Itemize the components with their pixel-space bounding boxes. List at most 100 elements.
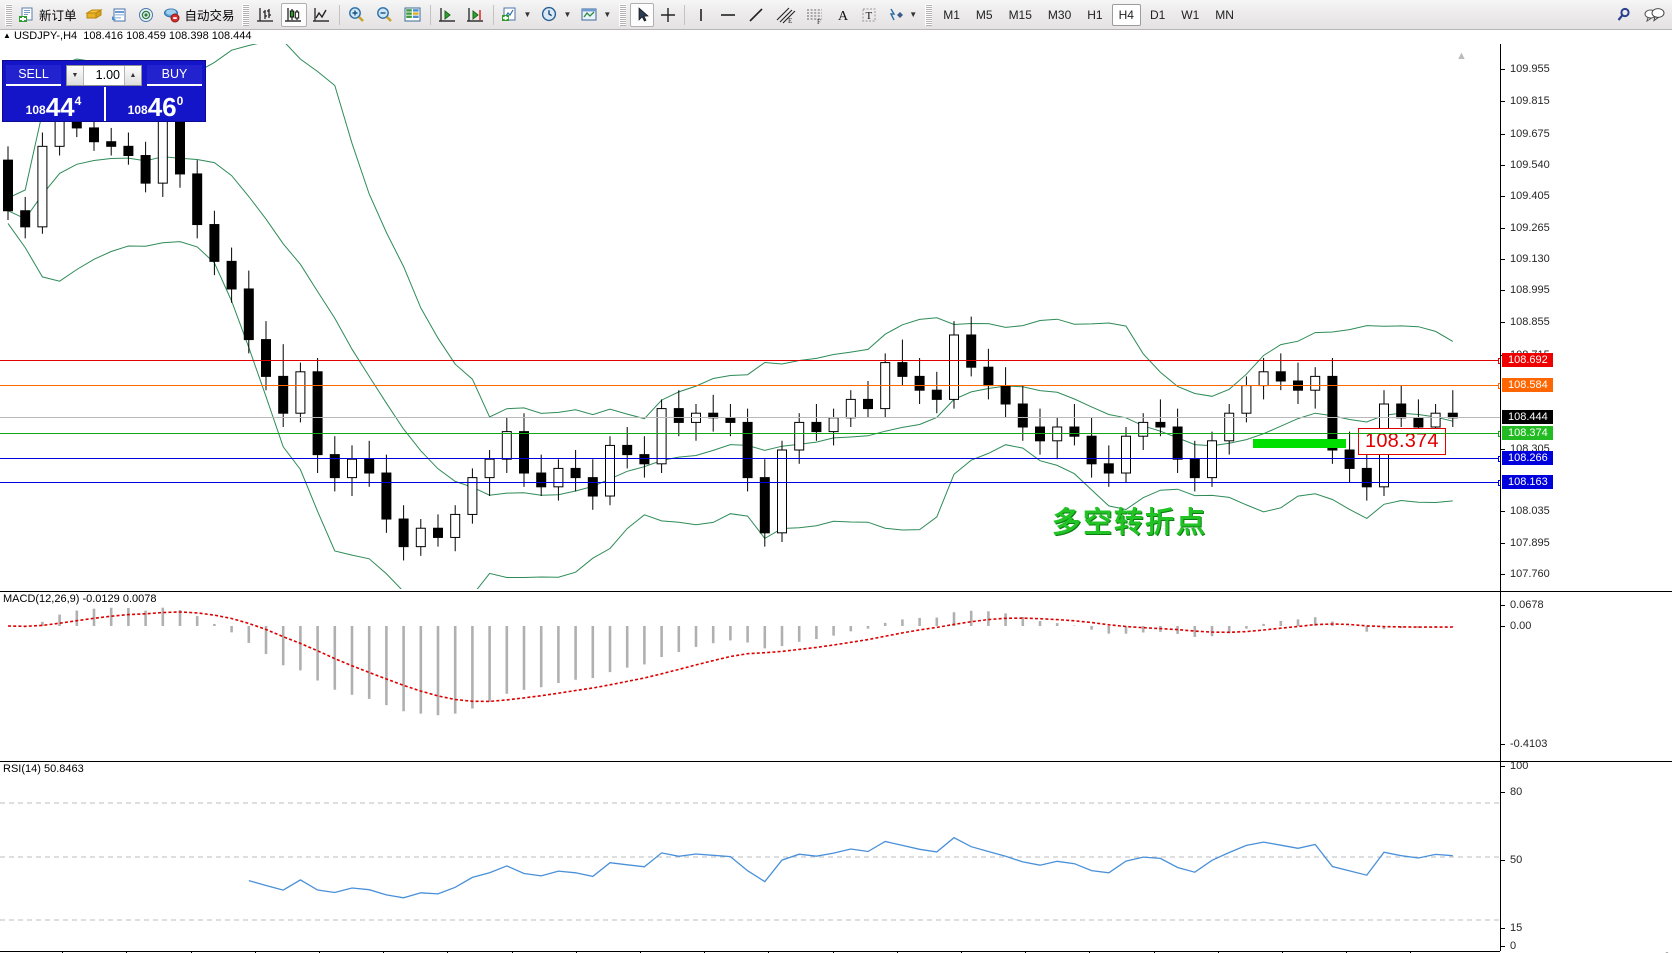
- bar-chart-button[interactable]: [253, 3, 279, 27]
- timeframe-h1[interactable]: H1: [1087, 7, 1103, 22]
- auto-trading-label: 自动交易: [184, 9, 235, 23]
- navigator-button[interactable]: [134, 3, 158, 27]
- candle-body: [37, 145, 48, 228]
- price-chip-108.374[interactable]: 108.374: [1502, 425, 1553, 440]
- price-chip-108.584[interactable]: 108.584: [1502, 377, 1553, 392]
- indicators-button[interactable]: ▼: [498, 3, 536, 27]
- equidistant-channel-button[interactable]: E: [771, 3, 799, 27]
- volume-value[interactable]: 1.00: [84, 65, 124, 85]
- periods-caret-icon[interactable]: ▼: [563, 10, 572, 19]
- timeframe-m15[interactable]: M15: [1008, 7, 1032, 22]
- fibonacci-icon: F: [807, 9, 823, 24]
- zoom-in-button[interactable]: [344, 3, 370, 27]
- price-chip-108.266[interactable]: 108.266: [1502, 450, 1553, 465]
- auto-trading-button[interactable]: 自动交易: [160, 3, 238, 27]
- volume-stepper[interactable]: ▼ 1.00 ▲: [66, 64, 142, 86]
- ask-quote[interactable]: 108 46 0: [104, 87, 205, 121]
- level-line-108.374[interactable]: [0, 430, 1504, 437]
- timeframe-h4[interactable]: H4: [1111, 3, 1141, 26]
- timeframe-m5[interactable]: M5: [975, 7, 993, 22]
- timeframe-d1[interactable]: D1: [1149, 7, 1166, 22]
- templates-caret-icon[interactable]: ▼: [603, 10, 612, 19]
- level-line-108.444[interactable]: [0, 416, 1500, 418]
- timeframe-mn[interactable]: MN: [1215, 7, 1234, 22]
- toolbar-separator-4: [684, 4, 686, 25]
- price-pane[interactable]: 108.374 多空转折点 SELL ▼ 1.00 ▲ BUY 108: [0, 44, 1504, 589]
- timeframe-w1[interactable]: W1: [1181, 7, 1200, 22]
- buy-button[interactable]: BUY: [147, 64, 202, 86]
- bid-price-point: 4: [74, 94, 82, 108]
- candle-body: [1224, 412, 1235, 442]
- candle-body: [347, 458, 357, 479]
- price-scale[interactable]: 109.955 109.815 109.675 109.540 109.405 109.2…: [1500, 44, 1672, 952]
- level-line-108.163[interactable]: [0, 479, 1504, 486]
- shapes-button[interactable]: ▼: [883, 3, 921, 27]
- indicators-caret-icon[interactable]: ▼: [523, 10, 532, 19]
- scale-divider-rsi: [1501, 761, 1672, 762]
- vertical-line-button[interactable]: [689, 3, 713, 27]
- candle-body: [1189, 458, 1200, 479]
- open-position-band[interactable]: [1253, 439, 1346, 448]
- new-order-label: 新订单: [39, 9, 77, 23]
- tile-windows-button[interactable]: [400, 3, 426, 27]
- candle-body: [1258, 371, 1269, 387]
- zoom-out-button[interactable]: [372, 3, 398, 27]
- cursor-tool-button[interactable]: [630, 2, 655, 27]
- toolbar-grip-2[interactable]: [241, 3, 249, 26]
- timeframe-m1[interactable]: M1: [943, 7, 960, 22]
- candle-body: [725, 417, 736, 423]
- price-chip-108.692[interactable]: 108.692: [1502, 352, 1553, 367]
- candle-body: [1155, 421, 1166, 428]
- search-button[interactable]: [1611, 3, 1637, 27]
- toolbar-grip-4[interactable]: [925, 3, 933, 26]
- profile-button[interactable]: [82, 3, 106, 27]
- templates-button[interactable]: ▼: [577, 3, 615, 27]
- chart-collapse-icon[interactable]: ▲: [3, 31, 11, 40]
- candle-body: [123, 145, 134, 157]
- bid-quote[interactable]: 108 44 4: [3, 87, 104, 121]
- text-tool-button[interactable]: A: [831, 3, 855, 27]
- candle-body: [226, 260, 237, 290]
- chat-icon: [1644, 7, 1665, 22]
- auto-scroll-button[interactable]: [435, 3, 461, 27]
- trade-panel-quotes: 108 44 4 108 46 0: [3, 87, 205, 121]
- price-callout-box[interactable]: 108.374: [1358, 428, 1446, 455]
- level-line-108.692[interactable]: [0, 357, 1504, 364]
- svg-text:E: E: [788, 17, 792, 24]
- fibonacci-button[interactable]: F: [801, 3, 829, 27]
- rsi-pane[interactable]: RSI(14) 50.8463: [0, 761, 1500, 951]
- price-chip-108.444[interactable]: 108.444: [1502, 409, 1553, 424]
- chat-button[interactable]: [1639, 3, 1669, 27]
- line-chart-button[interactable]: [309, 3, 335, 27]
- tile-windows-icon: [404, 7, 421, 21]
- candle-body: [1413, 417, 1424, 428]
- one-click-trade-panel[interactable]: SELL ▼ 1.00 ▲ BUY 108 44 4 108: [2, 60, 206, 122]
- price-chip-108.163[interactable]: 108.163: [1502, 474, 1553, 489]
- trendline-button[interactable]: [743, 3, 769, 27]
- crosshair-tool-button[interactable]: [656, 3, 680, 27]
- toolbar-grip-3[interactable]: [619, 3, 627, 26]
- periods-button[interactable]: ▼: [537, 3, 575, 27]
- volume-decrease-icon[interactable]: ▼: [67, 65, 84, 85]
- chart-annotation-text[interactable]: 多空转折点: [1052, 507, 1208, 539]
- chart-shift-button[interactable]: [463, 3, 489, 27]
- text-label-button[interactable]: T: [857, 3, 881, 27]
- timeframe-m30[interactable]: M30: [1047, 7, 1072, 22]
- candle-body: [1275, 371, 1286, 382]
- chart-canvas-root[interactable]: ▲ USDJPY-,H4 108.416 108.459 108.398 108…: [0, 30, 1672, 953]
- volume-increase-icon[interactable]: ▲: [124, 65, 141, 85]
- level-line-108.266[interactable]: [0, 455, 1504, 462]
- candle-body: [983, 366, 994, 387]
- candle-body: [759, 477, 770, 534]
- macd-pane[interactable]: MACD(12,26,9) -0.0129 0.0078: [0, 591, 1500, 759]
- candle-body: [931, 389, 942, 400]
- shapes-caret-icon[interactable]: ▼: [909, 10, 918, 19]
- level-line-108.584[interactable]: [0, 382, 1504, 389]
- horizontal-line-button[interactable]: [715, 3, 741, 27]
- candle-body: [966, 334, 977, 368]
- market-watch-button[interactable]: [108, 3, 132, 27]
- sell-button[interactable]: SELL: [6, 64, 61, 86]
- new-order-button[interactable]: 新订单: [16, 3, 80, 27]
- toolbar-grip[interactable]: [5, 3, 12, 26]
- candlestick-chart-button[interactable]: [280, 2, 307, 27]
